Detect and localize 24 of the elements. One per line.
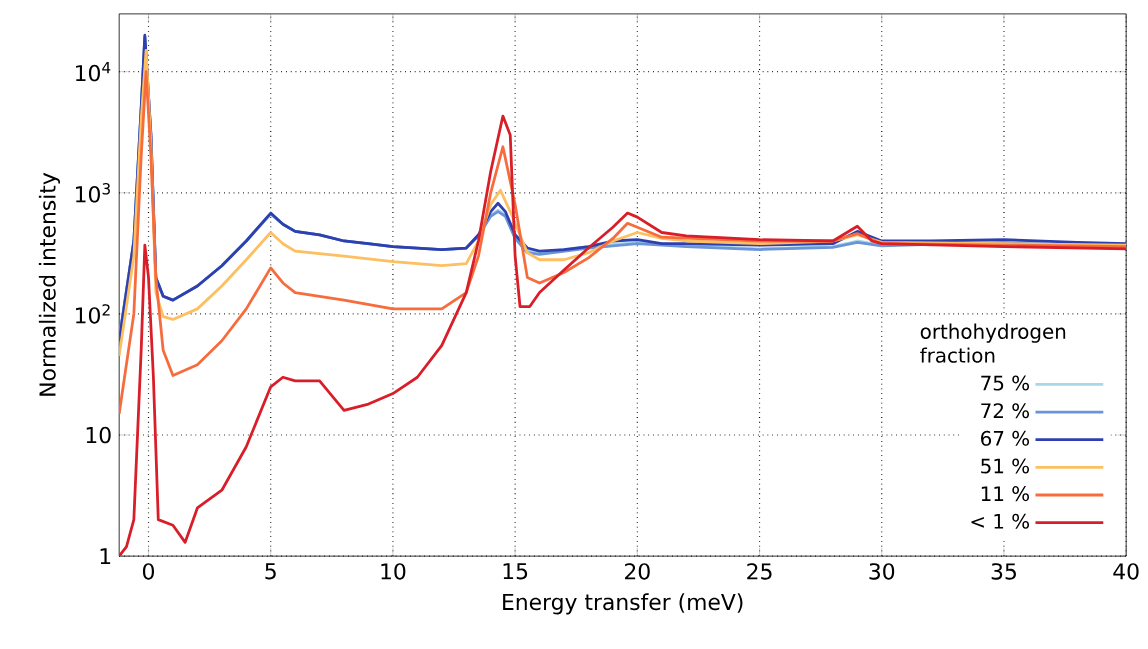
x-tick-label: 0 [142, 562, 154, 580]
line-series [119, 114, 1127, 556]
x-tick-label: 5 [265, 562, 276, 580]
x-tick-label: 10 [381, 562, 406, 580]
legend-label: 11 % [981, 485, 1030, 501]
x-tick-label: 40 [1113, 562, 1139, 580]
y-tick-label: 10$^{4}$ [76, 61, 111, 82]
x-tick-label: 15 [503, 562, 528, 580]
x-tick-label: 30 [869, 562, 895, 580]
y-tick-label: 1 [100, 547, 111, 564]
y-tick-label: 10$^{2}$ [76, 303, 110, 324]
legend-label: < 1 % [971, 513, 1030, 529]
y-tick-label: 10 [86, 426, 111, 444]
x-tick-label: 25 [747, 562, 772, 580]
legend-label: 72 % [981, 402, 1030, 418]
legend-label: 51 % [981, 458, 1030, 474]
x-axis-title: Energy transfer (meV) [503, 593, 743, 615]
x-tick-label: 20 [625, 562, 650, 580]
x-tick-label: 35 [991, 562, 1016, 580]
legend-label: 67 % [981, 430, 1030, 446]
y-axis-title: Normalized intensity [38, 172, 60, 396]
legend-label: 75 % [981, 375, 1030, 391]
legend-title: orthohydrogen fraction [920, 323, 1066, 363]
y-tick-label: 10$^{3}$ [76, 182, 110, 203]
